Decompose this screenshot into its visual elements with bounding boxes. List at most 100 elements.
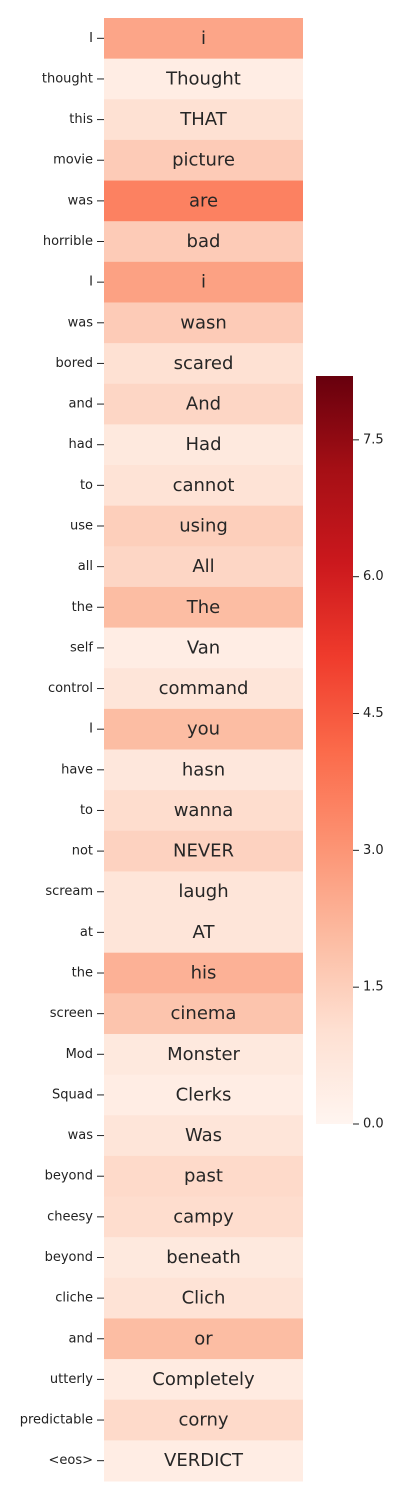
cell-label: bad [187,231,221,252]
heatmap-cell [104,261,303,303]
cell-label: you [187,719,220,740]
cell-label: beneath [166,1247,240,1268]
row-label: I [89,31,93,46]
row-label: I [89,275,93,290]
cell-label: cinema [171,1003,237,1024]
row-label: scream [45,884,93,899]
cell-label: wasn [180,312,227,333]
row-label: beyond [45,1169,93,1184]
colorbar-tick-label: 7.5 [363,432,384,447]
row-label: beyond [45,1250,93,1265]
cell-label: scared [174,353,234,374]
cell-label: Was [185,1125,222,1146]
heatmap-cell [104,1359,303,1401]
row-label: was [68,193,94,208]
cell-label: wanna [174,800,234,821]
colorbar-tick-label: 6.0 [363,569,384,584]
row-label: screen [50,1006,93,1021]
heatmap-cell [104,952,303,994]
row-label: thought [42,71,93,86]
row-label: not [72,844,93,859]
heatmap-cell [104,343,303,385]
heatmap-cell [104,180,303,222]
heatmap-cell [104,139,303,182]
cell-label: The [186,597,220,618]
row-label: self [70,640,93,655]
heatmap-cell [104,668,303,710]
cell-label: or [194,1328,213,1349]
colorbar: 0.0 1.5 3.0 4.5 6.0 7.5 [316,376,384,1132]
heatmap-cell [104,99,303,141]
cell-label: cannot [173,475,235,496]
heatmap-cell [104,1318,303,1360]
heatmap-cell [104,1399,303,1441]
cell-label: laugh [178,881,228,902]
heatmap-cell [104,993,303,1035]
heatmap-cell [104,302,303,344]
heatmap-cell [104,383,303,425]
row-label: was [68,1128,94,1143]
row-label: the [72,600,93,615]
cell-label: campy [173,1206,234,1227]
row-label: to [80,478,93,493]
cell-label: VERDICT [164,1450,244,1471]
heatmap-cell [104,1155,303,1198]
cell-label: Monster [167,1044,240,1065]
heatmap-cell [104,830,303,872]
row-label: use [70,518,93,533]
row-label: Squad [52,1087,93,1102]
heatmap-cell [104,790,303,832]
heatmap-cells [104,18,303,1482]
colorbar-tick-label: 3.0 [363,843,384,858]
cell-label: AT [193,922,216,943]
cell-label: Clerks [176,1084,232,1105]
row-label: Mod [66,1047,93,1062]
row-label: the [72,966,93,981]
cell-label: picture [172,150,235,171]
heatmap-cell [104,749,303,791]
heatmap-cell [104,871,303,913]
row-label: I [89,722,93,737]
heatmap-cell [104,1277,303,1319]
row-label: and [69,397,93,412]
row-label: had [69,437,93,452]
cell-label: Completely [152,1369,255,1390]
heatmap-cell [104,627,303,669]
row-label: control [48,681,93,696]
colorbar-tick-label: 1.5 [363,980,384,995]
cell-label: All [192,556,214,577]
row-label: horrible [43,234,93,249]
cell-label: command [159,678,249,699]
heatmap-cell [104,1196,303,1238]
heatmap-cell [104,1237,303,1279]
heatmap-cell [104,912,303,954]
cell-label: Had [186,434,222,455]
cell-labels: i Thought THAT picture are bad i wasn scared And H… [152,28,255,1471]
row-label: predictable [20,1413,93,1428]
heatmap-cell [104,1074,303,1116]
row-label: cliche [55,1291,93,1306]
row-label: all [78,559,93,574]
heatmap-cell [104,1033,303,1076]
cell-label: And [186,394,221,415]
row-label: and [69,1331,93,1346]
heatmap-cell [104,18,303,60]
cell-label: are [189,190,218,211]
heatmap-cell [104,424,303,466]
row-label: cheesy [47,1209,93,1224]
heatmap-cell [104,546,303,588]
cell-label: Van [187,637,220,658]
row-label: at [80,925,93,940]
cell-label: i [201,28,206,49]
row-label: movie [53,153,93,168]
row-label: to [80,803,93,818]
cell-label: his [191,963,217,984]
heatmap-cell [104,221,303,263]
heatmap-cell [104,586,303,629]
heatmap-cell [104,505,303,547]
heatmap-cell [104,58,303,100]
colorbar-gradient [316,376,353,1124]
heatmap-cell [104,708,303,750]
